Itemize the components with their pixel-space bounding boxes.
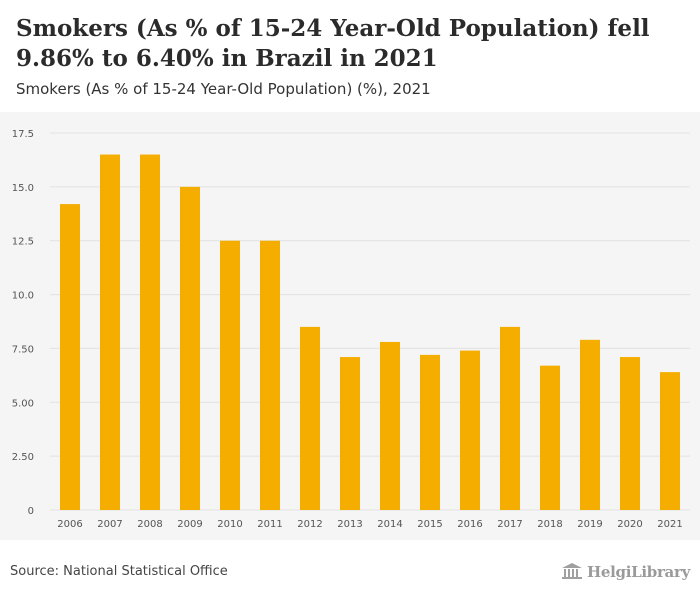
y-tick-label: 7.50 xyxy=(12,344,34,355)
source-note: Source: National Statistical Office xyxy=(10,564,228,579)
bar xyxy=(180,186,200,510)
chart-area: 0 2.50 5.00 7.50 10.0 12.5 15.0 17.5 2006 2007 200… xyxy=(0,112,700,540)
x-tick-label: 2011 xyxy=(257,519,282,530)
x-tick-label: 2020 xyxy=(617,519,642,530)
x-tick-label: 2016 xyxy=(457,519,482,530)
bar xyxy=(220,240,240,510)
bar xyxy=(460,350,480,510)
bar xyxy=(660,372,680,510)
bar xyxy=(580,339,600,510)
library-building-icon xyxy=(562,563,583,579)
chart-footer: Source: National Statistical Office Helg… xyxy=(0,540,700,596)
logo-text: HelgiLibrary xyxy=(587,563,690,581)
x-tick-label: 2015 xyxy=(417,519,442,530)
x-tick-label: 2012 xyxy=(297,519,322,530)
bar xyxy=(100,154,120,511)
x-tick-label: 2021 xyxy=(657,519,682,530)
bar xyxy=(500,326,520,510)
x-tick-label: 2008 xyxy=(137,519,162,530)
chart-header: Smokers (As % of 15-24 Year-Old Populati… xyxy=(0,0,700,112)
x-tick-label: 2007 xyxy=(97,519,122,530)
x-tick-label: 2013 xyxy=(337,519,362,530)
y-tick-label: 15.0 xyxy=(12,183,34,194)
bar xyxy=(140,154,160,511)
x-tick-label: 2014 xyxy=(377,519,402,530)
bar-chart: 0 2.50 5.00 7.50 10.0 12.5 15.0 17.5 2006 2007 200… xyxy=(12,129,690,530)
y-tick-label: 5.00 xyxy=(12,398,34,409)
bar xyxy=(260,240,280,510)
x-tick-label: 2019 xyxy=(577,519,602,530)
x-tick-label: 2018 xyxy=(537,519,562,530)
helgilibrary-logo[interactable]: HelgiLibrary xyxy=(561,562,690,581)
y-tick-label: 0 xyxy=(28,506,34,517)
x-tick-label: 2017 xyxy=(497,519,522,530)
y-tick-label: 17.5 xyxy=(12,129,34,140)
x-tick-label: 2006 xyxy=(57,519,82,530)
x-tick-label: 2009 xyxy=(177,519,202,530)
bar xyxy=(540,365,560,510)
chart-subtitle: Smokers (As % of 15-24 Year-Old Populati… xyxy=(16,80,431,98)
bar xyxy=(620,357,640,510)
bar xyxy=(60,204,80,510)
y-tick-label: 2.50 xyxy=(12,452,34,463)
x-tick-label: 2010 xyxy=(217,519,242,530)
bar xyxy=(420,354,440,510)
bar xyxy=(380,341,400,510)
chart-title: Smokers (As % of 15-24 Year-Old Populati… xyxy=(16,15,650,72)
bar xyxy=(300,326,320,510)
y-tick-label: 10.0 xyxy=(12,291,34,302)
bar xyxy=(340,357,360,510)
y-tick-label: 12.5 xyxy=(12,237,34,248)
